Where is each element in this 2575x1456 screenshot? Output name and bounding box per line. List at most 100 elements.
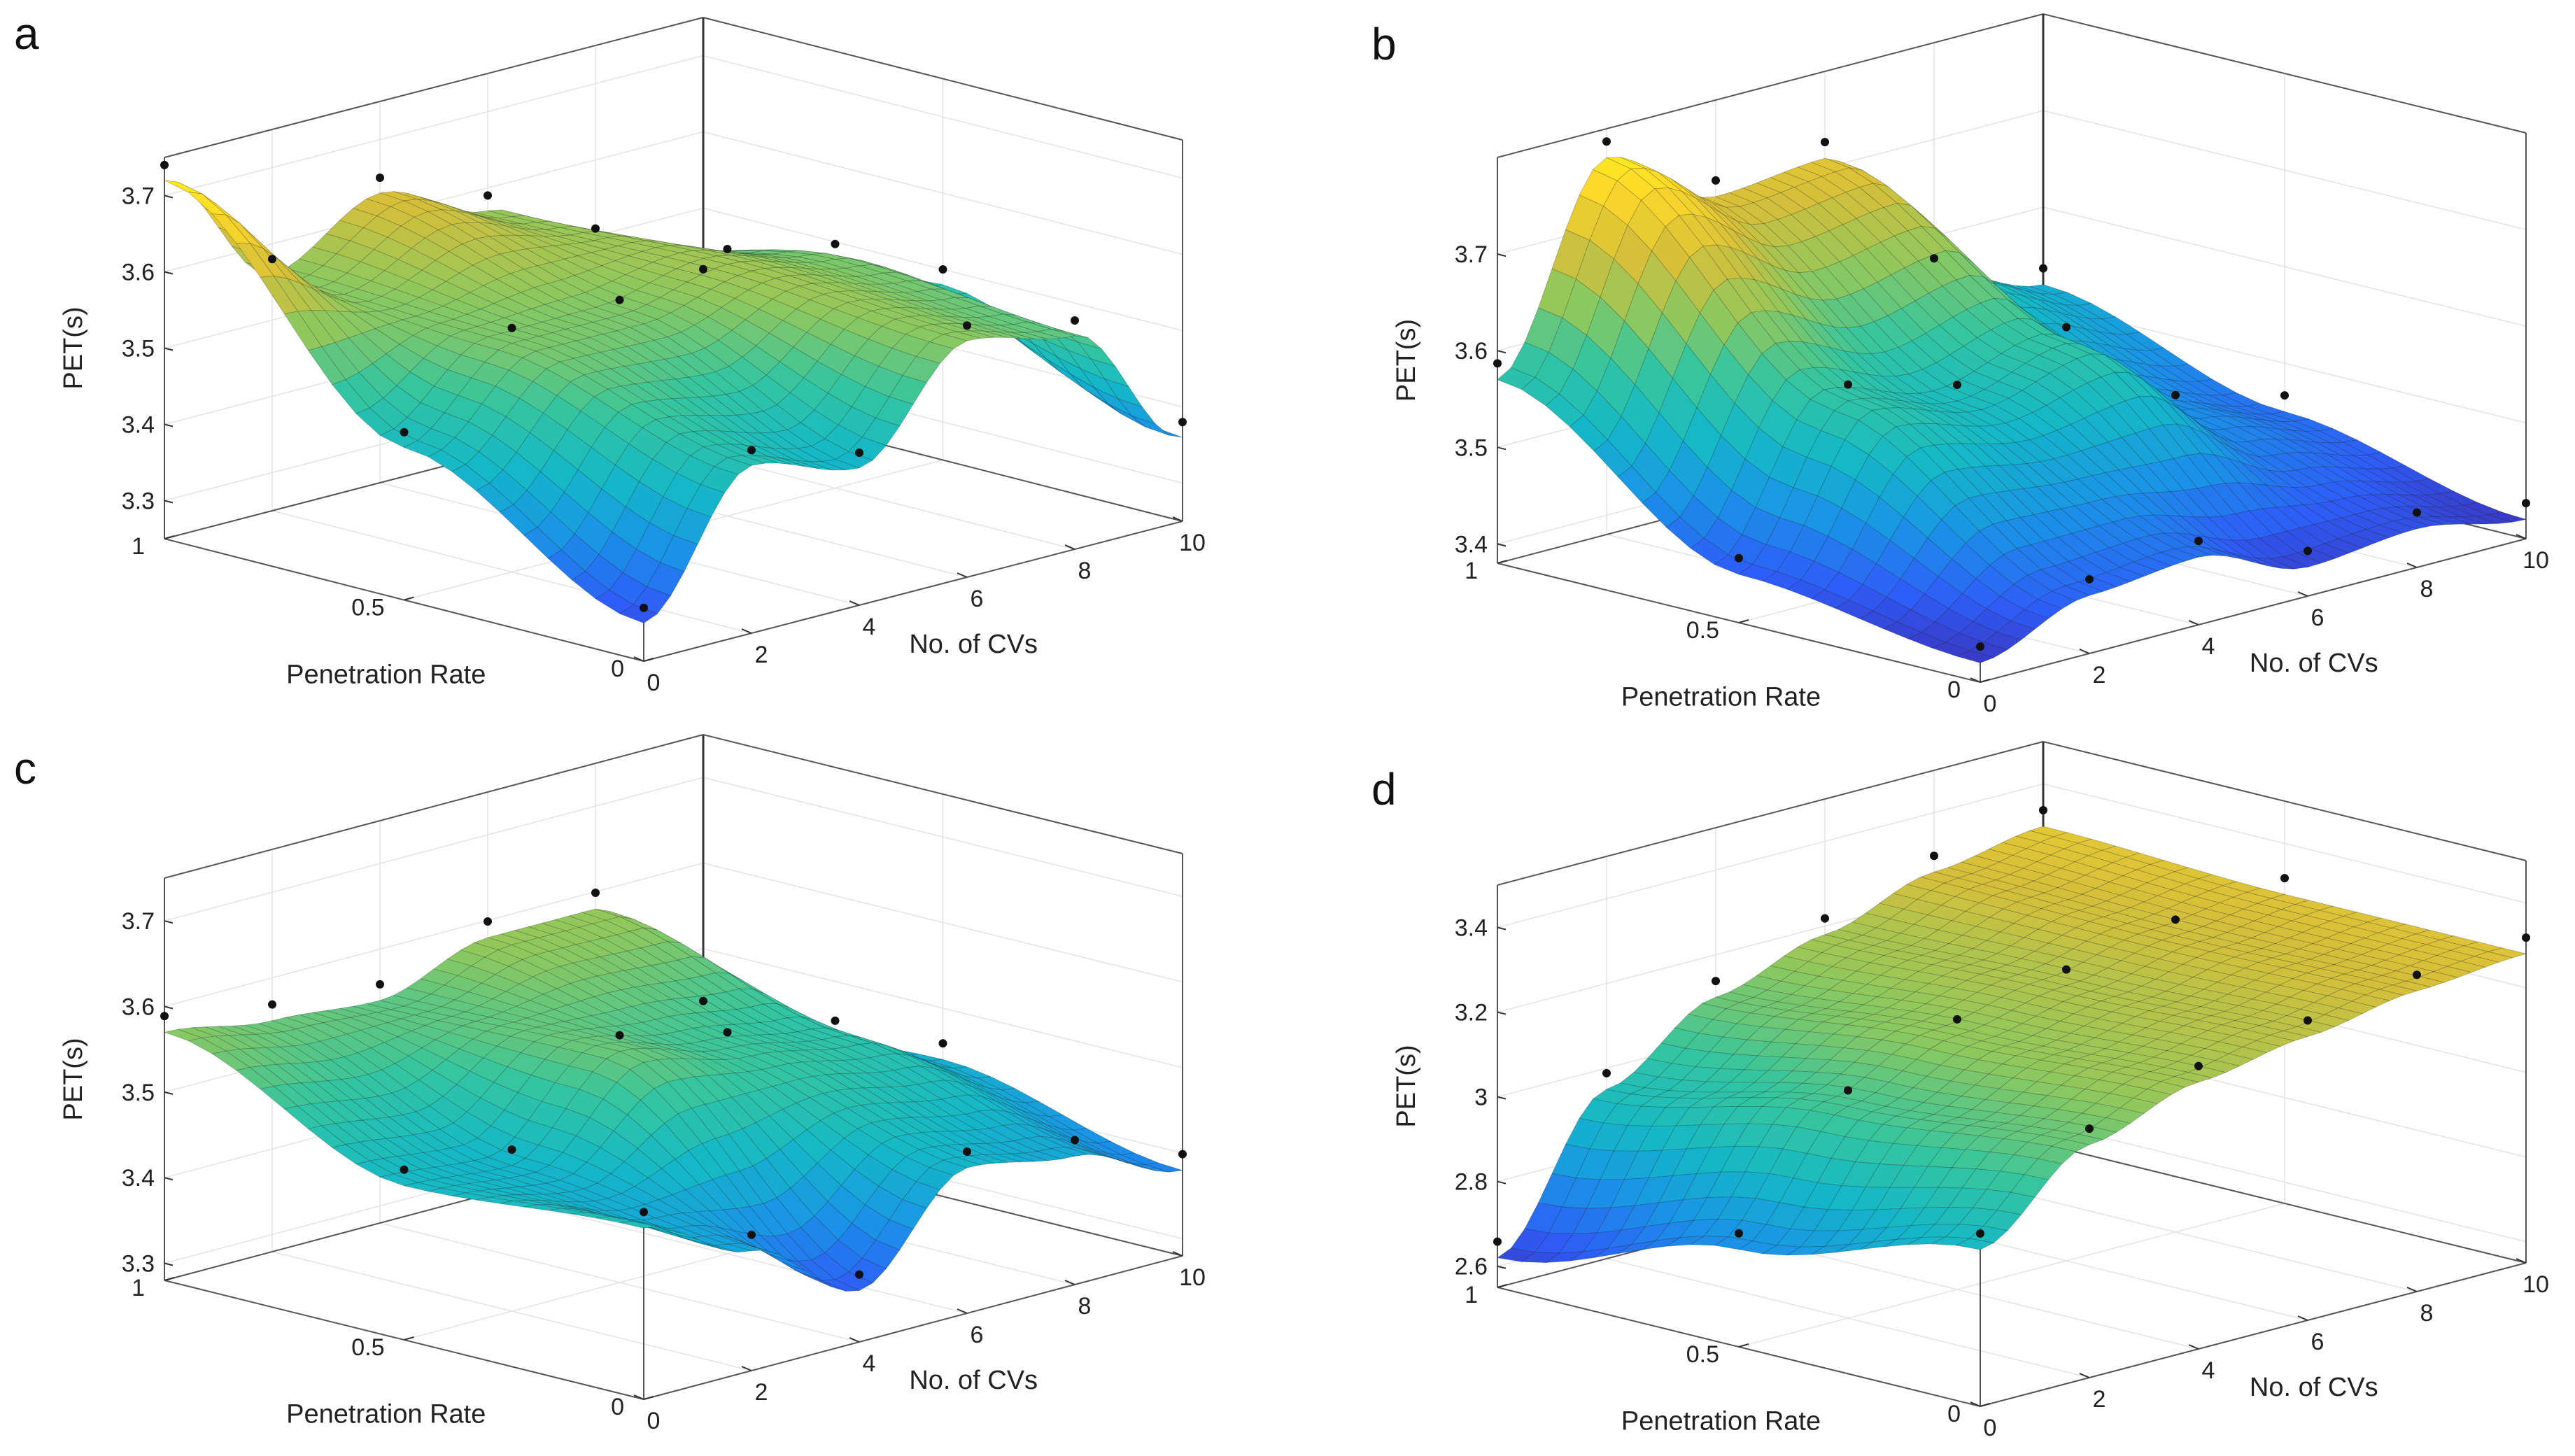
y-tick-label: 0.5 [1686, 617, 1719, 644]
x-tick-label: 6 [971, 1322, 984, 1348]
surface-patch [2329, 441, 2369, 456]
z-tick-label: 3.6 [122, 994, 155, 1021]
surface-patch [572, 355, 612, 372]
data-point [507, 1145, 516, 1154]
surface [163, 908, 1183, 1292]
surface-patch [448, 243, 487, 266]
surface-patch [595, 1216, 634, 1223]
surface-patch [727, 1243, 766, 1252]
surface-patch [1840, 369, 1879, 391]
surface-patch [2015, 285, 2054, 295]
surface-patch [943, 331, 981, 341]
surface-patch [448, 1025, 488, 1040]
surface-patch [500, 1022, 537, 1031]
surface-patch [861, 1240, 901, 1269]
surface-patch [556, 234, 595, 243]
surface-patch [693, 316, 733, 341]
surface-patch [768, 1042, 805, 1052]
surface-patch [434, 1165, 472, 1176]
surface-patch [2340, 514, 2380, 530]
surface-patch [665, 1031, 705, 1044]
data-point [484, 191, 492, 200]
surface-patch [768, 1253, 806, 1271]
data-point [2304, 1016, 2312, 1025]
surface-patch [514, 325, 553, 337]
surface-patch [542, 988, 581, 1005]
surface-patch [472, 258, 512, 280]
surface-patch [425, 323, 465, 337]
surface-patch [838, 1223, 877, 1259]
surface-patch [591, 427, 630, 466]
surface-patch [1024, 1151, 1061, 1161]
x-tick-label: 6 [2311, 1329, 2324, 1355]
surface-patch [891, 1156, 931, 1182]
surface-patch [2011, 362, 2050, 383]
surface-patch [2043, 887, 2083, 900]
z-tick-label: 3.4 [122, 412, 155, 439]
surface-patch [492, 1187, 530, 1196]
data-point [2062, 965, 2070, 974]
surface-patch [2095, 342, 2134, 363]
y-tick-label: 0 [611, 656, 624, 682]
surface-patch [1535, 351, 1574, 395]
surface-patch [577, 446, 616, 490]
surface-patch [915, 1167, 954, 1190]
surface-patch [312, 1010, 351, 1021]
surface-patch [571, 1037, 609, 1046]
surface-patch [2227, 416, 2265, 428]
surface-patch [561, 944, 601, 961]
surface-patch [530, 1059, 570, 1083]
surface-patch [2033, 511, 2073, 538]
surface-patch [520, 287, 559, 305]
surface-patch [1875, 918, 1915, 934]
surface-patch [446, 949, 486, 967]
surface-patch [545, 361, 585, 383]
surface-patch [768, 1108, 807, 1140]
surface-patch [2066, 343, 2105, 355]
surface-patch [595, 1042, 633, 1052]
surface-patch [970, 330, 1008, 338]
axis-box-edge [164, 734, 704, 879]
surface-patch [629, 927, 668, 945]
surface-patch [726, 1045, 766, 1056]
surface-patch [2392, 518, 2432, 530]
data-point [2194, 537, 2203, 546]
surface-patch [539, 1009, 579, 1022]
surface-patch [1963, 425, 2003, 445]
surface-patch [1851, 523, 1891, 565]
x-tick-mark [633, 656, 644, 662]
surface-patch [355, 407, 395, 436]
surface-patch [786, 422, 826, 447]
surface-patch [2401, 481, 2441, 495]
surface-patch [1938, 316, 1978, 347]
surface-patch [975, 316, 1014, 326]
surface-patch [530, 1194, 567, 1202]
surface-patch [2299, 452, 2338, 467]
surface-patch [638, 458, 677, 497]
surface-patch [659, 289, 698, 306]
z-tick-label: 3.6 [122, 260, 155, 286]
surface-patch [1078, 1147, 1115, 1159]
surface-patch [464, 222, 504, 237]
surface-patch [2124, 396, 2164, 430]
surface-patch [834, 1271, 874, 1292]
surface-patch [539, 450, 579, 493]
z-tick-mark [164, 271, 174, 275]
surface-patch [2260, 438, 2301, 453]
surface-patch [658, 241, 696, 248]
surface-patch [2248, 508, 2287, 535]
surface-patch [527, 923, 567, 935]
y-tick-mark [643, 658, 654, 662]
surface-patch [605, 315, 645, 328]
surface-patch [752, 374, 791, 405]
surface-patch [458, 208, 495, 221]
z-tick-label: 3.4 [1455, 915, 1488, 942]
surface-patch [537, 1204, 575, 1210]
surface-patch [929, 1159, 968, 1176]
y-tick-mark [1738, 1343, 1749, 1348]
surface-patch [486, 332, 527, 344]
surface-patch [671, 1189, 710, 1213]
surface-patch [421, 1039, 460, 1060]
surface-patch [805, 1049, 843, 1061]
surface-patch [524, 937, 564, 952]
